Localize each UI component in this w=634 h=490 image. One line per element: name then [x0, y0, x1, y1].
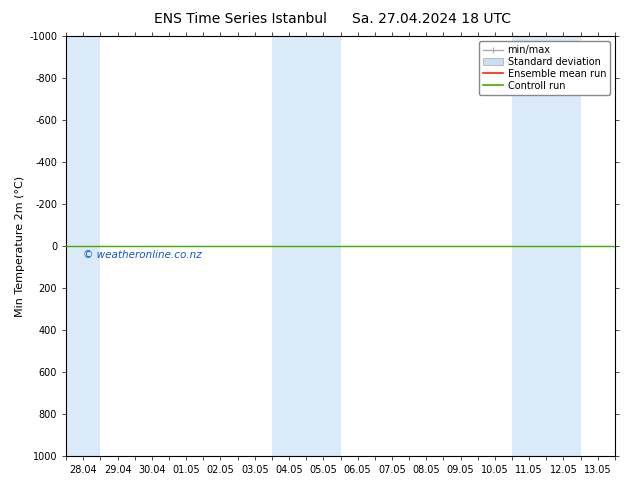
Text: Sa. 27.04.2024 18 UTC: Sa. 27.04.2024 18 UTC [352, 12, 510, 26]
Bar [272, 36, 340, 456]
Text: © weatheronline.co.nz: © weatheronline.co.nz [83, 250, 202, 260]
Legend: min/max, Standard deviation, Ensemble mean run, Controll run: min/max, Standard deviation, Ensemble me… [479, 41, 610, 95]
Bar [66, 36, 100, 456]
Bar [512, 36, 581, 456]
Y-axis label: Min Temperature 2m (°C): Min Temperature 2m (°C) [15, 175, 25, 317]
Text: ENS Time Series Istanbul: ENS Time Series Istanbul [155, 12, 327, 26]
